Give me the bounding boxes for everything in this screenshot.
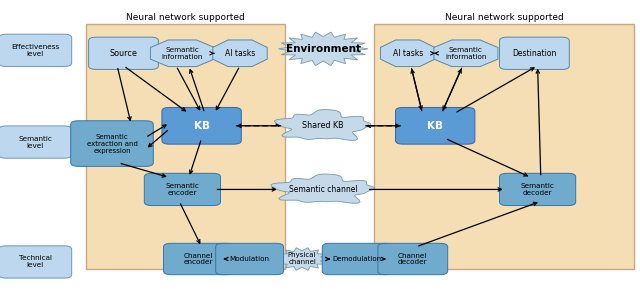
FancyBboxPatch shape (70, 121, 154, 166)
Text: Channel
encoder: Channel encoder (184, 252, 213, 266)
FancyBboxPatch shape (499, 173, 576, 205)
Text: Effectiveness
level: Effectiveness level (11, 44, 60, 57)
Polygon shape (150, 40, 214, 67)
Text: Technical
level: Technical level (19, 255, 52, 268)
FancyBboxPatch shape (88, 37, 159, 69)
FancyBboxPatch shape (162, 107, 241, 144)
FancyBboxPatch shape (216, 243, 284, 275)
FancyBboxPatch shape (499, 37, 570, 69)
FancyBboxPatch shape (164, 243, 234, 275)
Text: KB: KB (428, 121, 444, 131)
Text: Semantic
extraction and
expression: Semantic extraction and expression (86, 133, 138, 154)
Polygon shape (212, 40, 268, 67)
Text: KB: KB (193, 121, 210, 131)
FancyBboxPatch shape (374, 24, 634, 269)
Text: Physical
channel: Physical channel (288, 252, 316, 266)
Text: Neural network supported: Neural network supported (445, 13, 563, 22)
Text: AI tasks: AI tasks (225, 49, 255, 58)
FancyBboxPatch shape (145, 173, 220, 205)
FancyBboxPatch shape (0, 34, 72, 66)
Text: Channel
decoder: Channel decoder (398, 252, 428, 266)
Text: Demodulation: Demodulation (333, 256, 381, 262)
Text: Semantic
encoder: Semantic encoder (166, 183, 199, 196)
Text: Semantic
decoder: Semantic decoder (521, 183, 554, 196)
Text: Neural network supported: Neural network supported (126, 13, 245, 22)
Text: Modulation: Modulation (230, 256, 269, 262)
Polygon shape (275, 110, 371, 140)
Text: Semantic
information: Semantic information (445, 47, 486, 60)
Text: Environment: Environment (285, 44, 361, 54)
Text: Semantic
level: Semantic level (19, 136, 52, 149)
FancyBboxPatch shape (323, 243, 392, 275)
FancyBboxPatch shape (0, 246, 72, 278)
Text: Semantic channel: Semantic channel (289, 185, 358, 194)
Polygon shape (380, 40, 435, 67)
Text: Semantic
information: Semantic information (162, 47, 203, 60)
FancyBboxPatch shape (86, 24, 285, 269)
FancyBboxPatch shape (396, 107, 475, 144)
Polygon shape (271, 174, 374, 203)
Polygon shape (434, 40, 498, 67)
Polygon shape (276, 248, 328, 270)
Text: Shared KB: Shared KB (302, 121, 344, 130)
FancyBboxPatch shape (378, 243, 448, 275)
Text: AI tasks: AI tasks (392, 49, 423, 58)
FancyBboxPatch shape (0, 126, 72, 158)
Text: Source: Source (109, 49, 138, 58)
Polygon shape (278, 32, 368, 66)
Text: Destination: Destination (512, 49, 557, 58)
